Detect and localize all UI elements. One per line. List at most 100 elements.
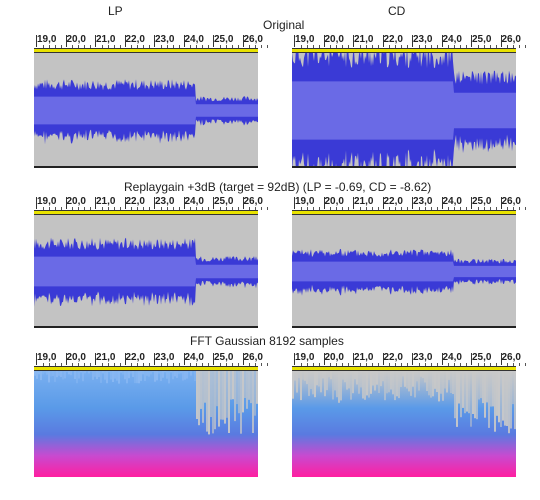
ruler-tick-label: 19,0 <box>35 352 57 365</box>
ruler-minor-tick <box>196 363 198 366</box>
ruler-minor-tick <box>306 45 308 48</box>
ruler-minor-tick <box>255 207 257 210</box>
ruler-minor-tick <box>377 363 379 366</box>
spectrogram-column <box>400 371 402 387</box>
ruler-tick-label: 22,0 <box>382 34 403 47</box>
ruler-minor-tick <box>237 207 239 210</box>
ruler-minor-tick <box>430 45 432 48</box>
ruler-minor-tick <box>507 45 509 48</box>
ruler-minor-tick <box>249 363 251 366</box>
spectrogram-column <box>106 371 108 384</box>
waveform-rms <box>34 256 258 287</box>
ruler-minor-tick <box>196 207 198 210</box>
ruler-minor-tick <box>371 45 373 48</box>
spectrogram-column <box>504 371 506 426</box>
spectrogram-column <box>390 371 392 390</box>
timeline-ruler[interactable]: 19,0 20,0 21,0 22,0 23,0 24,0 25,0 26,0 <box>292 352 527 366</box>
spectrogram-column <box>170 371 172 373</box>
track-lp-replaygain[interactable]: 19,0 20,0 21,0 22,0 23,0 24,0 25,0 26,0 <box>34 196 269 328</box>
ruler-minor-tick <box>219 45 221 48</box>
ruler-minor-tick <box>196 45 198 48</box>
spectrogram-column <box>364 371 366 400</box>
ruler-minor-tick <box>119 45 121 48</box>
spectrogram-column <box>464 371 466 414</box>
spectrogram-column <box>176 371 178 378</box>
spectrogram-lp[interactable]: 19,0 20,0 21,0 22,0 23,0 24,0 25,0 26,0 <box>34 352 269 477</box>
spectrogram-column <box>324 371 326 397</box>
ruler-tick-label: 25,0 <box>470 196 492 209</box>
timeline-ruler[interactable]: 19,0 20,0 21,0 22,0 23,0 24,0 25,0 26,0 <box>34 352 269 366</box>
ruler-minor-tick <box>306 207 308 210</box>
spectrogram-column <box>42 371 44 375</box>
ruler-minor-tick <box>267 207 269 210</box>
ruler-minor-tick <box>267 45 269 48</box>
ruler-minor-tick <box>300 45 302 48</box>
ruler-minor-tick <box>359 45 361 48</box>
timeline-ruler[interactable]: 19,0 20,0 21,0 22,0 23,0 24,0 25,0 26,0 <box>34 34 269 48</box>
spectrogram-column <box>328 371 330 378</box>
waveform-track[interactable] <box>292 215 516 328</box>
ruler-minor-tick <box>483 207 485 210</box>
spectrogram-column <box>150 371 152 375</box>
ruler-minor-tick <box>395 363 397 366</box>
ruler-minor-tick <box>342 363 344 366</box>
spectrogram-column <box>40 371 42 381</box>
waveform-track[interactable] <box>34 53 258 168</box>
waveform <box>34 237 258 307</box>
column-label-cd: CD <box>388 4 406 18</box>
timeline-ruler[interactable]: 19,0 20,0 21,0 22,0 23,0 24,0 25,0 26,0 <box>292 34 527 48</box>
track-bottom-border <box>292 326 516 328</box>
ruler-tick-label: 19,0 <box>293 196 315 209</box>
ruler-minor-tick <box>495 207 497 210</box>
spectrogram-view[interactable] <box>34 371 258 477</box>
ruler-minor-tick <box>389 45 391 48</box>
spectrogram-view[interactable] <box>292 371 516 477</box>
ruler-minor-tick <box>513 207 515 210</box>
spectrogram-column <box>480 371 482 399</box>
ruler-minor-tick <box>72 363 74 366</box>
spectrogram-column <box>320 371 322 393</box>
spectrogram-column <box>438 371 440 402</box>
spectrogram-column <box>126 371 128 384</box>
timeline-ruler[interactable]: 19,0 20,0 21,0 22,0 23,0 24,0 25,0 26,0 <box>292 196 527 210</box>
ruler-minor-tick <box>519 45 521 48</box>
spectrogram-cd[interactable]: 19,0 20,0 21,0 22,0 23,0 24,0 25,0 26,0 <box>292 352 527 477</box>
waveform-track[interactable] <box>34 215 258 328</box>
spectrogram-column <box>424 371 426 383</box>
waveform-track[interactable] <box>292 53 516 168</box>
ruler-minor-tick <box>172 207 174 210</box>
spectrogram-column <box>82 371 84 382</box>
spectrogram-column <box>46 371 48 375</box>
ruler-minor-tick <box>513 45 515 48</box>
spectrogram-column <box>382 371 384 382</box>
spectrogram-column <box>452 371 454 394</box>
ruler-minor-tick <box>365 363 367 366</box>
ruler-minor-tick <box>208 45 210 48</box>
ruler-minor-tick <box>72 207 74 210</box>
spectrogram-column <box>512 371 514 405</box>
ruler-tick-label: 26,0 <box>500 352 521 365</box>
ruler-minor-tick <box>300 207 302 210</box>
waveform-rms <box>34 96 258 125</box>
spectrogram-column <box>246 371 248 409</box>
timeline-ruler[interactable]: 19,0 20,0 21,0 22,0 23,0 24,0 25,0 26,0 <box>34 196 269 210</box>
track-cd-original[interactable]: 19,0 20,0 21,0 22,0 23,0 24,0 25,0 26,0 <box>292 34 527 168</box>
spectrogram-column <box>322 371 324 379</box>
spectrogram-column <box>34 371 36 376</box>
ruler-minor-tick <box>178 207 180 210</box>
spectrogram-column <box>222 371 224 420</box>
ruler-tick-label: 22,0 <box>382 352 403 365</box>
ruler-minor-tick <box>107 45 109 48</box>
track-cd-replaygain[interactable]: 19,0 20,0 21,0 22,0 23,0 24,0 25,0 26,0 <box>292 196 527 328</box>
spectrogram-column <box>394 371 396 401</box>
ruler-minor-tick <box>42 45 44 48</box>
spectrogram-column <box>56 371 58 378</box>
ruler-minor-tick <box>113 207 115 210</box>
ruler-minor-tick <box>330 363 332 366</box>
track-lp-original[interactable]: 19,0 20,0 21,0 22,0 23,0 24,0 25,0 26,0 <box>34 34 269 168</box>
spectrogram-column <box>112 371 114 382</box>
ruler-minor-tick <box>477 207 479 210</box>
ruler-minor-tick <box>54 45 56 48</box>
spectrogram-column <box>226 371 228 418</box>
spectrogram-column <box>104 371 106 380</box>
